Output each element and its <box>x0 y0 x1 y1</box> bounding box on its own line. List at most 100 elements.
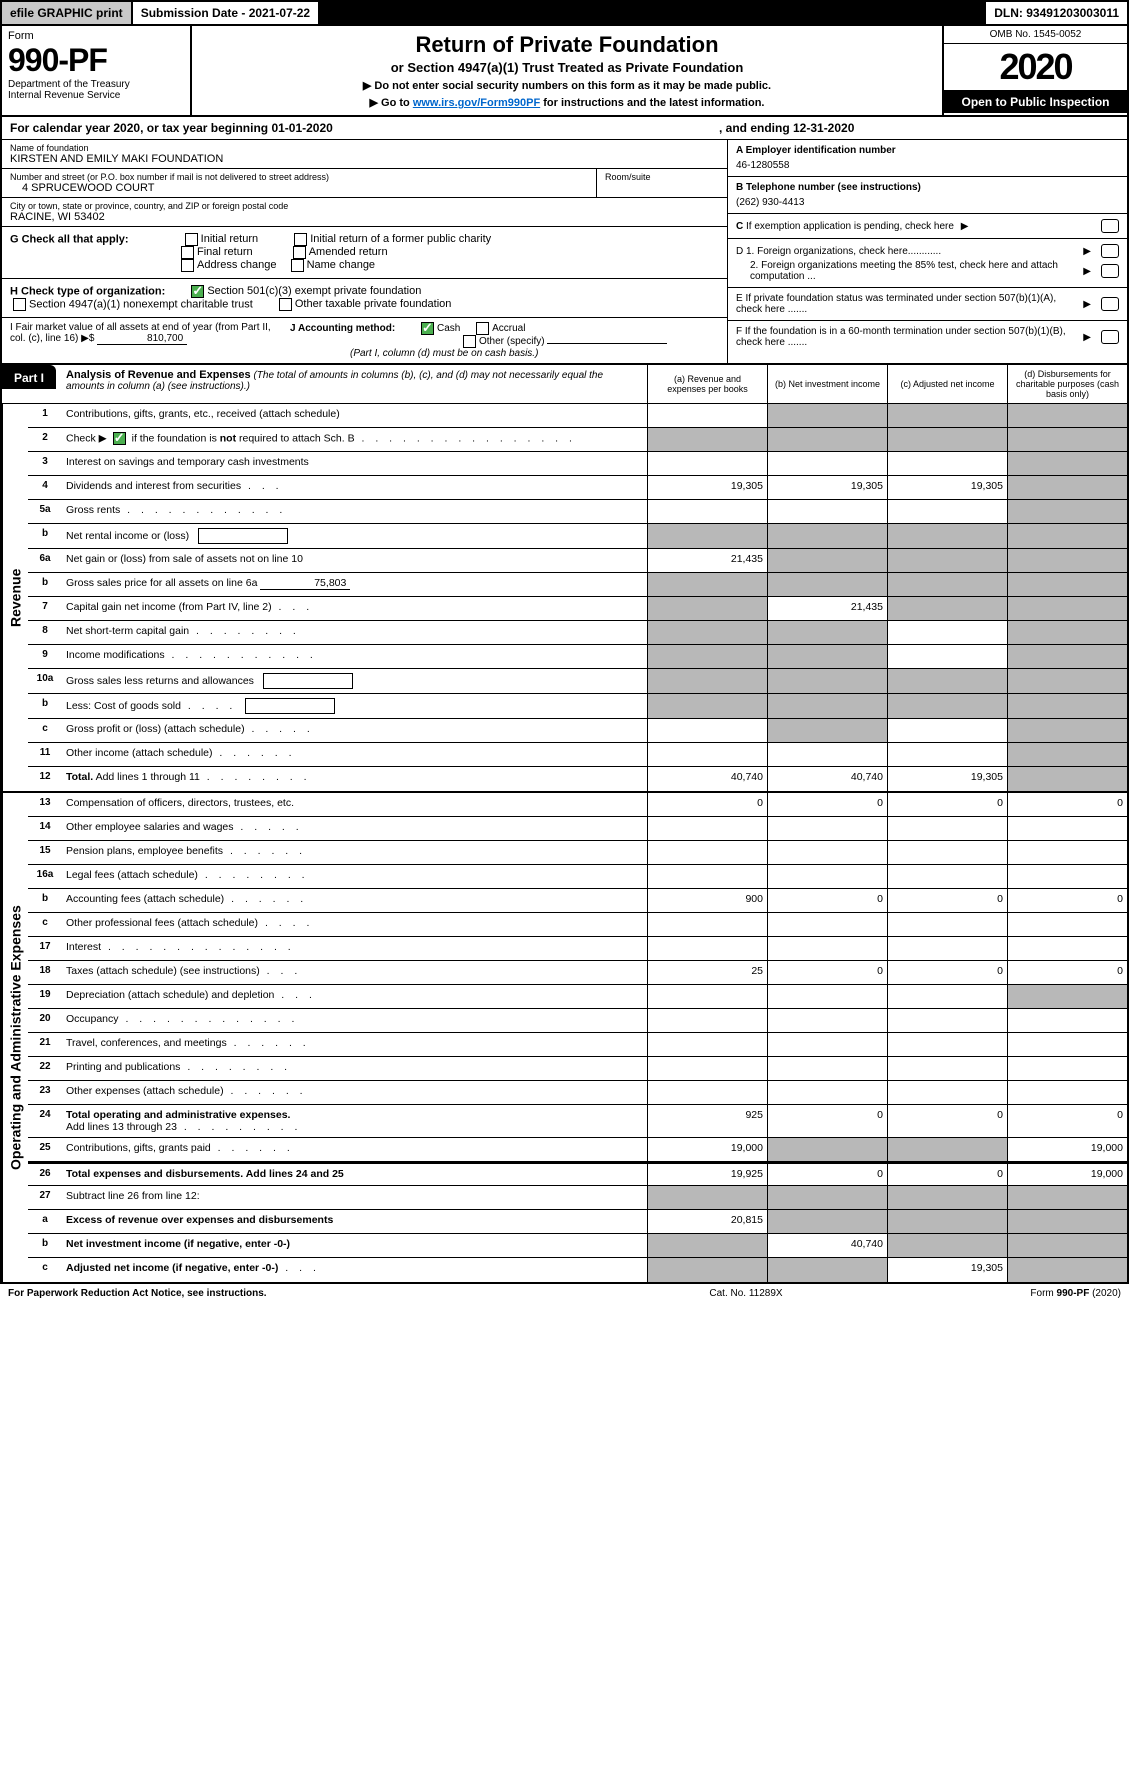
row-22: Printing and publications . . . . . . . … <box>62 1057 647 1080</box>
section-c: C C If exemption application is pending,… <box>728 214 1127 239</box>
section-g: G Check all that apply: Initial return I… <box>2 227 727 279</box>
revenue-side-label: Revenue <box>2 404 28 791</box>
row-8: Net short-term capital gain . . . . . . … <box>62 621 647 644</box>
checkbox-initial-return[interactable] <box>185 233 198 246</box>
other-specify-field[interactable] <box>547 343 667 344</box>
part1-label: Part I <box>2 365 56 389</box>
row-15: Pension plans, employee benefits . . . .… <box>62 841 647 864</box>
room-cell: Room/suite <box>597 169 727 197</box>
section-h: H Check type of organization: Section 50… <box>2 279 727 318</box>
info-grid: Name of foundation KIRSTEN AND EMILY MAK… <box>0 140 1129 365</box>
header-left: Form 990-PF Department of the Treasury I… <box>2 26 192 115</box>
row-27c: Adjusted net income (if negative, enter … <box>62 1258 647 1282</box>
section-e: E If private foundation status was termi… <box>728 288 1127 321</box>
checkbox-other-method[interactable] <box>463 335 476 348</box>
section-f: F If the foundation is in a 60-month ter… <box>728 321 1127 353</box>
col-d-head: (d) Disbursements for charitable purpose… <box>1007 365 1127 403</box>
info-right: A Employer identification number 46-1280… <box>727 140 1127 363</box>
row-16a: Legal fees (attach schedule) . . . . . .… <box>62 865 647 888</box>
row-16b: Accounting fees (attach schedule) . . . … <box>62 889 647 912</box>
revenue-section: Revenue 1Contributions, gifts, grants, e… <box>0 404 1129 791</box>
checkbox-accrual[interactable] <box>476 322 489 335</box>
row-10a: Gross sales less returns and allowances <box>62 669 647 693</box>
checkbox-e[interactable] <box>1101 297 1119 311</box>
row-1: Contributions, gifts, grants, etc., rece… <box>62 404 647 427</box>
part1-header: Part I Analysis of Revenue and Expenses … <box>0 365 1129 404</box>
row-16c: Other professional fees (attach schedule… <box>62 913 647 936</box>
checkbox-cash[interactable] <box>421 322 434 335</box>
row-14: Other employee salaries and wages . . . … <box>62 817 647 840</box>
top-bar: efile GRAPHIC print Submission Date - 20… <box>0 0 1129 26</box>
row-9: Income modifications . . . . . . . . . .… <box>62 645 647 668</box>
row-19: Depreciation (attach schedule) and deple… <box>62 985 647 1008</box>
row-3: Interest on savings and temporary cash i… <box>62 452 647 475</box>
street-address: 4 SPRUCEWOOD COURT <box>10 182 588 194</box>
ein-value: 46-1280558 <box>736 160 1119 171</box>
checkbox-4947a1[interactable] <box>13 298 26 311</box>
row-13: Compensation of officers, directors, tru… <box>62 793 647 816</box>
section-j: J Accounting method: Cash Accrual Other … <box>282 318 727 363</box>
checkbox-d2[interactable] <box>1101 264 1119 278</box>
footer-center: Cat. No. 11289X <box>621 1288 871 1299</box>
checkbox-initial-former[interactable] <box>294 233 307 246</box>
footer-left: For Paperwork Reduction Act Notice, see … <box>8 1288 621 1299</box>
foundation-name: KIRSTEN AND EMILY MAKI FOUNDATION <box>10 153 719 165</box>
row-20: Occupancy . . . . . . . . . . . . . <box>62 1009 647 1032</box>
col-a-head: (a) Revenue and expenses per books <box>647 365 767 403</box>
row-21: Travel, conferences, and meetings . . . … <box>62 1033 647 1056</box>
section-ij: I Fair market value of all assets at end… <box>2 318 727 363</box>
row-6a: Net gain or (loss) from sale of assets n… <box>62 549 647 572</box>
row-10b: Less: Cost of goods sold . . . . <box>62 694 647 718</box>
street-cell: Number and street (or P.O. box number if… <box>2 169 597 197</box>
row-27b: Net investment income (if negative, ente… <box>62 1234 647 1257</box>
tax-year: 2020 <box>944 44 1127 91</box>
header-right: OMB No. 1545-0052 2020 Open to Public In… <box>942 26 1127 115</box>
checkbox-sch-b[interactable] <box>113 432 126 445</box>
address-row: Number and street (or P.O. box number if… <box>2 169 727 198</box>
form-title: Return of Private Foundation <box>202 32 932 58</box>
gross-sales-6a: 75,803 <box>260 577 350 590</box>
phone-value: (262) 930-4413 <box>736 197 1119 208</box>
row-27a: Excess of revenue over expenses and disb… <box>62 1210 647 1233</box>
dept-line-1: Department of the Treasury <box>8 79 184 90</box>
checkbox-address-change[interactable] <box>181 259 194 272</box>
expenses-section: Operating and Administrative Expenses 13… <box>0 791 1129 1284</box>
irs-link[interactable]: www.irs.gov/Form990PF <box>413 97 540 109</box>
omb-number: OMB No. 1545-0052 <box>944 26 1127 44</box>
dln-label: DLN: 93491203003011 <box>986 2 1127 24</box>
checkbox-other-taxable[interactable] <box>279 298 292 311</box>
row-4: Dividends and interest from securities .… <box>62 476 647 499</box>
form-header: Form 990-PF Department of the Treasury I… <box>0 26 1129 117</box>
submission-date: Submission Date - 2021-07-22 <box>133 2 320 24</box>
cash-basis-note: (Part I, column (d) must be on cash basi… <box>350 348 538 359</box>
cal-begin: For calendar year 2020, or tax year begi… <box>10 121 719 135</box>
topbar-spacer <box>320 2 986 24</box>
efile-label[interactable]: efile GRAPHIC print <box>2 2 133 24</box>
form-note-1: ▶ Do not enter social security numbers o… <box>202 79 932 92</box>
row-24: Total operating and administrative expen… <box>62 1105 647 1137</box>
checkbox-501c3[interactable] <box>191 285 204 298</box>
header-center: Return of Private Foundation or Section … <box>192 26 942 115</box>
row-5a: Gross rents . . . . . . . . . . . . <box>62 500 647 523</box>
checkbox-final-return[interactable] <box>181 246 194 259</box>
checkbox-amended[interactable] <box>293 246 306 259</box>
row-26: Total expenses and disbursements. Add li… <box>62 1164 647 1185</box>
city-state-zip: RACINE, WI 53402 <box>10 211 719 223</box>
row-17: Interest . . . . . . . . . . . . . . <box>62 937 647 960</box>
checkbox-name-change[interactable] <box>291 259 304 272</box>
checkbox-c[interactable] <box>1101 219 1119 233</box>
part1-desc: Analysis of Revenue and Expenses (The to… <box>56 365 647 403</box>
info-left: Name of foundation KIRSTEN AND EMILY MAK… <box>2 140 727 363</box>
row-5b: Net rental income or (loss) <box>62 524 647 548</box>
row-6b: Gross sales price for all assets on line… <box>62 573 647 596</box>
col-b-head: (b) Net investment income <box>767 365 887 403</box>
row-11: Other income (attach schedule) . . . . .… <box>62 743 647 766</box>
dept-line-2: Internal Revenue Service <box>8 90 184 101</box>
form-note-2: ▶ Go to www.irs.gov/Form990PF for instru… <box>202 96 932 109</box>
checkbox-f[interactable] <box>1101 330 1119 344</box>
form-label: Form <box>8 30 184 42</box>
page-footer: For Paperwork Reduction Act Notice, see … <box>0 1284 1129 1303</box>
phone-cell: B Telephone number (see instructions) (2… <box>728 177 1127 214</box>
form-subtitle: or Section 4947(a)(1) Trust Treated as P… <box>202 60 932 75</box>
checkbox-d1[interactable] <box>1101 244 1119 258</box>
